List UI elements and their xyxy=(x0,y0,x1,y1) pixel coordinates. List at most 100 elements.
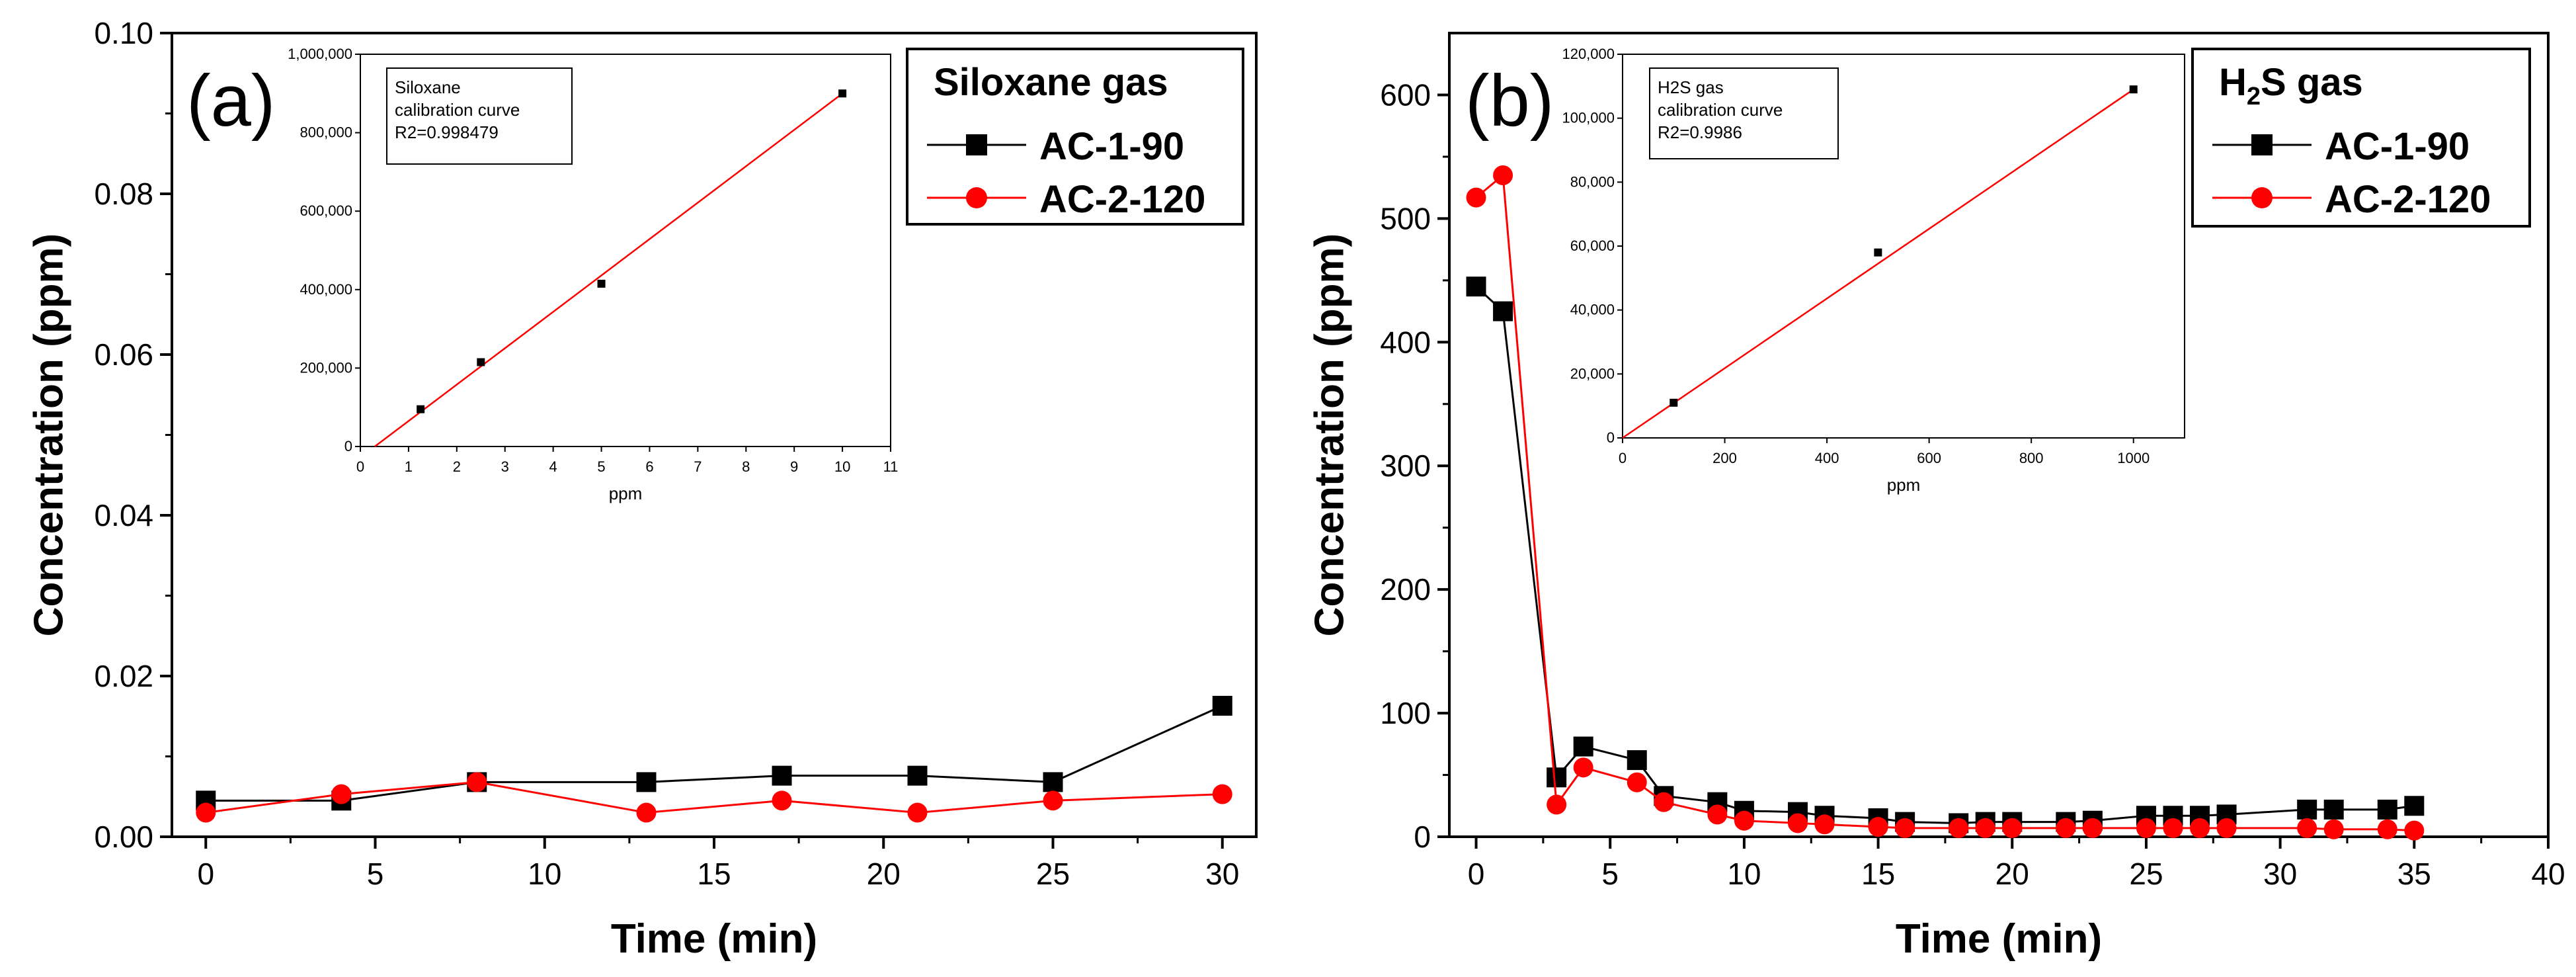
data-point xyxy=(2377,819,2397,839)
x-tick-label: 15 xyxy=(1861,857,1895,891)
legend-title: Siloxane gas xyxy=(934,61,1168,104)
data-point xyxy=(2163,818,2183,838)
data-point xyxy=(1895,818,1915,838)
data-point xyxy=(2323,819,2344,839)
inset-y-tick-label: 0 xyxy=(344,438,352,454)
y-tick-label: 0.06 xyxy=(94,337,153,372)
data-point xyxy=(1975,818,1995,838)
legend-title-part: H xyxy=(2219,61,2247,104)
inset-fit-line xyxy=(374,93,843,447)
data-point xyxy=(907,765,928,786)
data-point xyxy=(2002,818,2023,838)
inset-x-axis-label: ppm xyxy=(1887,475,1921,495)
inset-x-tick-label: 7 xyxy=(694,458,702,475)
x-tick-label: 0 xyxy=(1468,857,1485,891)
inset-y-tick-label: 20,000 xyxy=(1570,365,1615,382)
inset-annotation-text: calibration curve xyxy=(395,100,520,120)
y-tick-label: 0.10 xyxy=(94,16,153,50)
data-point xyxy=(2297,818,2317,838)
series-line xyxy=(206,781,1223,814)
inset-x-tick-label: 400 xyxy=(1815,450,1839,466)
panel-label: (a) xyxy=(186,60,275,142)
y-axis-label: Concentration (ppm) xyxy=(1307,234,1352,637)
legend-label: AC-2-120 xyxy=(2325,178,2491,221)
inset-y-tick-label: 40,000 xyxy=(1570,302,1615,318)
inset-annotation-text: calibration curve xyxy=(1658,100,1783,120)
data-point xyxy=(2377,799,2397,820)
y-tick-label: 0 xyxy=(1414,820,1431,854)
data-point xyxy=(467,772,487,792)
inset-x-tick-label: 9 xyxy=(790,458,798,475)
inset-x-tick-label: 11 xyxy=(883,458,899,475)
x-tick-label: 30 xyxy=(2263,857,2297,891)
data-point xyxy=(1043,790,1063,811)
legend-label: AC-1-90 xyxy=(1039,125,1184,168)
legend-marker xyxy=(2251,187,2273,208)
data-point xyxy=(1627,750,1647,771)
data-point xyxy=(636,802,657,823)
inset-x-tick-label: 8 xyxy=(742,458,750,475)
series-AC-2-120 xyxy=(1466,165,2425,841)
inset-x-tick-label: 10 xyxy=(834,458,850,475)
inset-y-tick-label: 80,000 xyxy=(1570,173,1615,190)
data-point xyxy=(2190,818,2210,838)
x-tick-label: 25 xyxy=(1036,857,1070,891)
inset-chart: 0 1 2 3 4 5 6 7 8 9 10 11 0 200,000 400,000 600,000 800,… xyxy=(288,46,898,503)
inset-x-tick-label: 200 xyxy=(1712,450,1737,466)
plot-frame xyxy=(1448,32,2550,838)
inset-x-tick-label: 4 xyxy=(549,458,557,475)
inset-y-tick-label: 400,000 xyxy=(300,281,352,298)
x-tick-label: 10 xyxy=(528,857,561,891)
data-point xyxy=(1493,301,1513,321)
legend-title: H2S gas xyxy=(2219,61,2363,110)
x-tick-label: 5 xyxy=(367,857,384,891)
data-point xyxy=(1654,792,1674,812)
data-point xyxy=(2297,799,2317,820)
y-tick-label: 100 xyxy=(1380,696,1431,730)
inset-annotation-text: Siloxane xyxy=(395,77,461,97)
y-tick-label: 200 xyxy=(1380,572,1431,607)
inset-y-tick-label: 800,000 xyxy=(300,124,352,141)
x-tick-label: 35 xyxy=(2397,857,2431,891)
data-point xyxy=(1466,276,1486,297)
data-point xyxy=(2216,818,2237,838)
inset-x-tick-label: 800 xyxy=(2019,450,2044,466)
data-point xyxy=(1493,165,1513,185)
data-point xyxy=(1547,767,1567,788)
legend-title-part: S gas xyxy=(2261,61,2363,104)
inset-y-tick-label: 1,000,000 xyxy=(288,46,352,62)
data-point xyxy=(1573,757,1593,778)
inset-data-point xyxy=(838,89,847,98)
x-tick-label: 30 xyxy=(1205,857,1239,891)
legend-label: AC-1-90 xyxy=(2325,125,2470,168)
data-point xyxy=(1787,813,1808,833)
x-axis-label: Time (min) xyxy=(1896,916,2102,962)
data-point xyxy=(2056,818,2076,838)
data-point xyxy=(1212,695,1232,716)
data-point xyxy=(2136,818,2156,838)
x-tick-label: 20 xyxy=(1995,857,2029,891)
data-point xyxy=(331,784,352,804)
legend-box xyxy=(906,48,1244,226)
legend-marker xyxy=(966,134,987,155)
data-point xyxy=(2082,818,2103,838)
inset-data-point xyxy=(417,405,425,413)
legend-label: AC-2-120 xyxy=(1039,178,1205,221)
inset-annotation-box xyxy=(1649,67,1839,159)
y-axis-label: Concentration (ppm) xyxy=(26,234,71,637)
data-point xyxy=(772,765,792,786)
inset-y-tick-label: 120,000 xyxy=(1562,46,1615,62)
data-point xyxy=(2323,799,2344,820)
inset-data-point xyxy=(597,279,606,288)
data-point xyxy=(1707,804,1728,825)
legend-marker xyxy=(2251,134,2273,155)
inset-chart: 0 200 400 600 800 1000 0 20,000 40,000 60,000 80,0… xyxy=(1562,46,2185,495)
data-point xyxy=(1547,794,1567,815)
inset-x-tick-label: 6 xyxy=(645,458,653,475)
inset-annotation-text: R2=0.998479 xyxy=(395,122,499,142)
inset-y-tick-label: 600,000 xyxy=(300,202,352,219)
y-tick-label: 0.04 xyxy=(94,498,153,532)
y-tick-label: 600 xyxy=(1380,77,1431,112)
legend-marker xyxy=(966,187,987,208)
